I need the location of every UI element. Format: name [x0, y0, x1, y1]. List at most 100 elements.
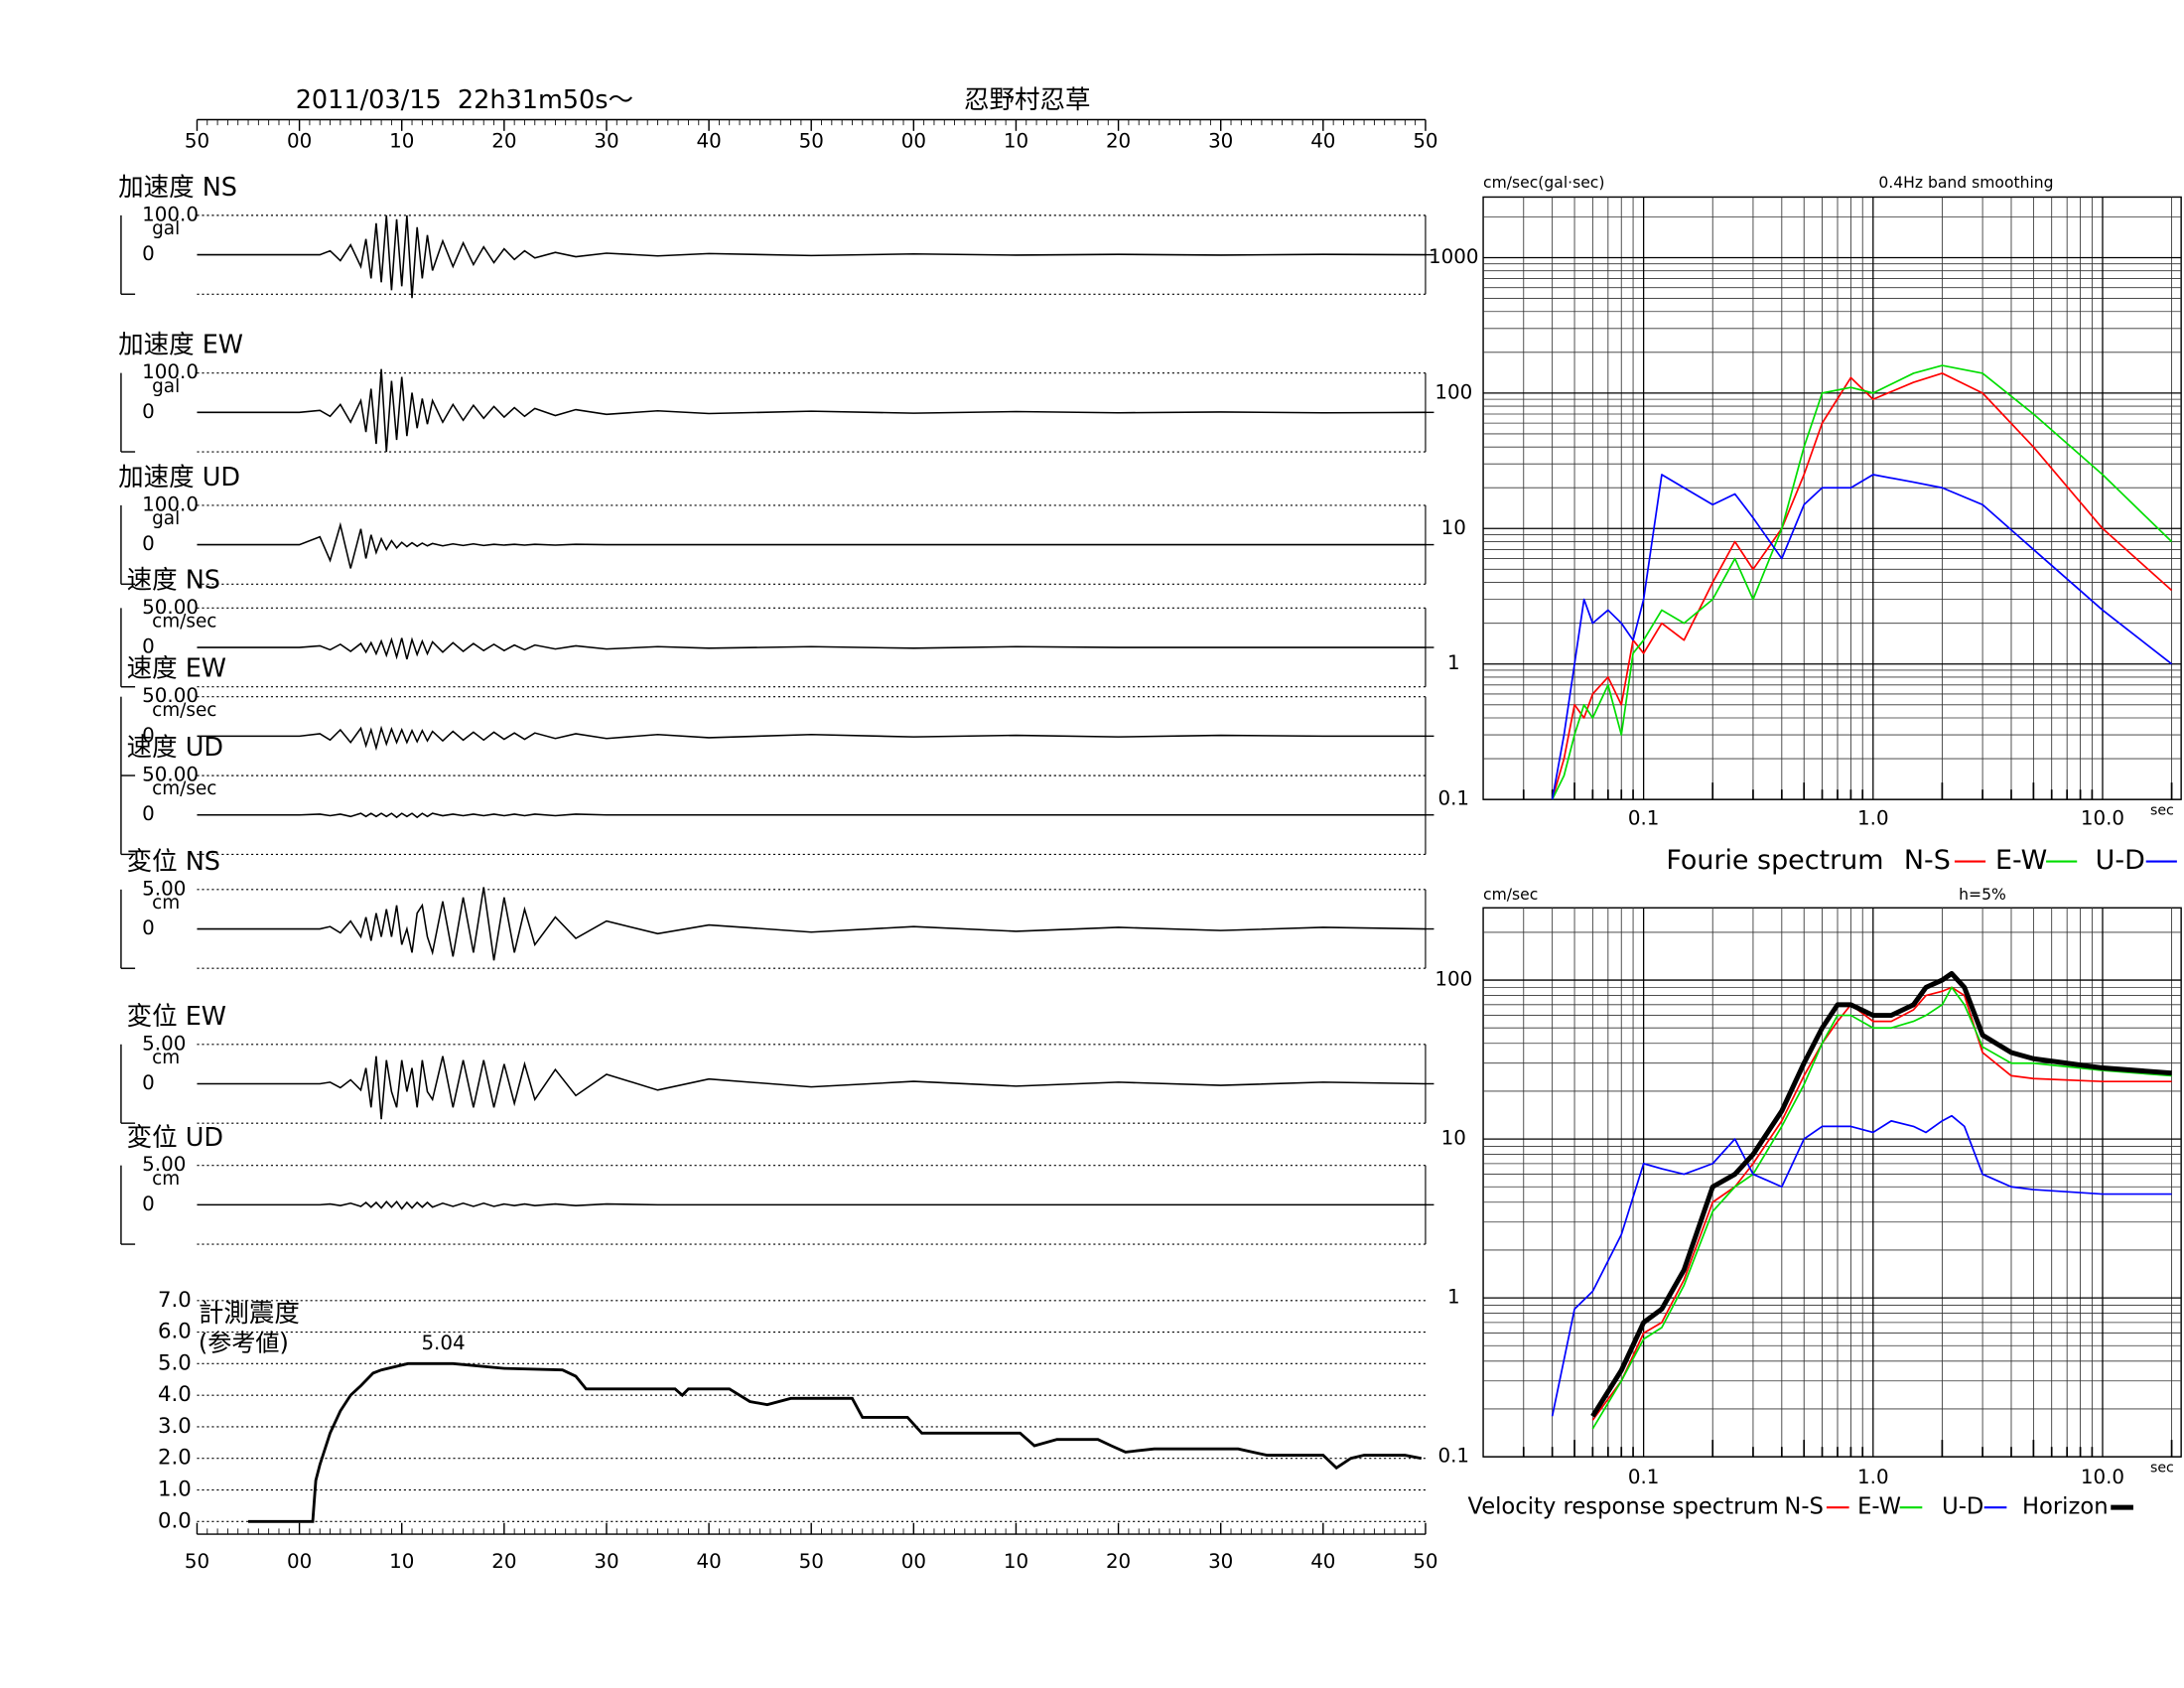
- unit-label: cm/sec: [152, 778, 216, 799]
- x-tick-label: 30: [1208, 130, 1233, 153]
- spectrum-line: [1551, 1114, 2172, 1417]
- spectrum-line: [1591, 986, 2172, 1430]
- y-tick-label: 1000: [1429, 245, 1478, 268]
- y-tick-label: 0: [142, 400, 155, 423]
- x-tick-label: 30: [1208, 1550, 1233, 1573]
- channel-name: 加速度 EW: [118, 331, 243, 360]
- y-tick-label: 100.0: [142, 360, 199, 383]
- x-axis-label: sec: [2150, 802, 2174, 818]
- legend-title: Velocity response spectrum: [1467, 1494, 1778, 1520]
- waveform: [197, 812, 1426, 819]
- x-tick-label: 20: [1106, 130, 1131, 153]
- y-tick-label: 0.1: [1438, 1445, 1470, 1468]
- x-tick-label: 50: [1413, 130, 1437, 153]
- x-tick-label: 40: [1310, 1550, 1335, 1573]
- y-tick-label: 10: [1441, 1127, 1466, 1150]
- unit-label: gal: [152, 508, 180, 529]
- y-tick-label: 5.00: [142, 1032, 186, 1055]
- x-tick-label: 40: [1310, 130, 1335, 153]
- spectrum-line: [1590, 970, 2172, 1418]
- waveform: [197, 521, 1426, 569]
- legend-label: E-W: [1995, 845, 2047, 876]
- y-tick-label: 5.00: [142, 1153, 186, 1176]
- spectrum-line: [1591, 986, 2172, 1421]
- spectrum-line: [1551, 372, 2173, 800]
- y-tick-label: 2.0: [158, 1446, 192, 1471]
- waveform: [197, 636, 1426, 660]
- x-tick-label: 0.1: [1628, 1466, 1660, 1488]
- legend-label: E-W: [1857, 1494, 1901, 1520]
- plot-frame: [1482, 907, 2182, 1458]
- y-tick-label: 7.0: [158, 1288, 192, 1313]
- y-tick-label: 100: [1434, 968, 1472, 991]
- x-tick-label: 1.0: [1857, 806, 1889, 829]
- x-tick-label: 1.0: [1857, 1466, 1889, 1488]
- x-tick-label: 10: [1004, 1550, 1028, 1573]
- y-tick-label: 1: [1447, 1286, 1460, 1309]
- waveform: [197, 214, 1426, 299]
- waveform: [197, 1199, 1426, 1210]
- channel-name: 変位 NS: [127, 847, 220, 877]
- y-tick-label: 0: [142, 1193, 155, 1215]
- channel-name: 速度 NS: [127, 565, 220, 595]
- channel-name: 変位 EW: [127, 1002, 226, 1032]
- unit-label: cm: [152, 1169, 180, 1190]
- y-tick-label: 0: [142, 635, 155, 658]
- unit-label: cm: [152, 1048, 180, 1068]
- legend-label: U-D: [2096, 845, 2145, 876]
- intensity-title: 計測震度: [199, 1299, 300, 1329]
- x-tick-label: 50: [185, 1550, 209, 1573]
- y-tick-label: 50.00: [142, 596, 199, 619]
- intensity-subtitle: (参考値): [199, 1330, 289, 1357]
- channel-name: 速度 UD: [127, 733, 223, 763]
- x-tick-label: 50: [799, 1550, 824, 1573]
- legend-label: Horizon: [2022, 1494, 2109, 1520]
- y-tick-label: 0.1: [1438, 787, 1470, 810]
- y-tick-label: 10: [1441, 516, 1466, 539]
- y-tick-label: 1.0: [158, 1477, 192, 1502]
- y-tick-label: 0: [142, 802, 155, 825]
- y-tick-label: 4.0: [158, 1382, 192, 1407]
- channel-name: 加速度 UD: [118, 463, 240, 492]
- x-tick-label: 0.1: [1628, 806, 1660, 829]
- x-tick-label: 50: [1413, 1550, 1437, 1573]
- x-tick-label: 30: [594, 1550, 618, 1573]
- waveform: [197, 368, 1426, 453]
- x-tick-label: 10.0: [2081, 806, 2124, 829]
- unit-label: cm/sec: [152, 612, 216, 633]
- x-tick-label: 10: [389, 130, 414, 153]
- x-tick-label: 00: [287, 1550, 312, 1573]
- y-tick-label: 5.0: [158, 1350, 192, 1375]
- x-tick-label: 20: [1106, 1550, 1131, 1573]
- y-tick-label: 0: [142, 1071, 155, 1094]
- y-axis-label: cm/sec(gal·sec): [1483, 174, 1604, 192]
- y-tick-label: 0.0: [158, 1508, 192, 1533]
- unit-label: gal: [152, 218, 180, 239]
- legend-label: U-D: [1942, 1494, 1983, 1520]
- legend-label: N-S: [1904, 845, 1951, 876]
- peak-annotation: 5.04: [421, 1332, 465, 1354]
- smoothing-note: 0.4Hz band smoothing: [1878, 174, 2053, 192]
- channel-name: 変位 UD: [127, 1123, 223, 1153]
- y-tick-label: 0: [142, 916, 155, 939]
- waveform: [197, 725, 1426, 752]
- y-tick-label: 1: [1447, 651, 1460, 674]
- x-tick-label: 40: [696, 130, 721, 153]
- y-tick-label: 50.00: [142, 684, 199, 707]
- unit-label: cm: [152, 893, 180, 914]
- y-tick-label: 100.0: [142, 492, 199, 515]
- x-tick-label: 40: [696, 1550, 721, 1573]
- y-tick-label: 5.00: [142, 877, 186, 900]
- legend-label: N-S: [1784, 1494, 1824, 1520]
- x-tick-label: 20: [491, 1550, 516, 1573]
- station-name: 忍野村忍草: [964, 85, 1091, 115]
- y-tick-label: 100: [1434, 380, 1472, 403]
- intensity-line: [248, 1361, 1423, 1523]
- y-tick-label: 0: [142, 532, 155, 555]
- y-tick-label: 0: [142, 242, 155, 265]
- x-tick-label: 20: [491, 130, 516, 153]
- smoothing-note: h=5%: [1959, 886, 2006, 904]
- y-axis-label: cm/sec: [1483, 886, 1538, 904]
- x-tick-label: 30: [594, 130, 618, 153]
